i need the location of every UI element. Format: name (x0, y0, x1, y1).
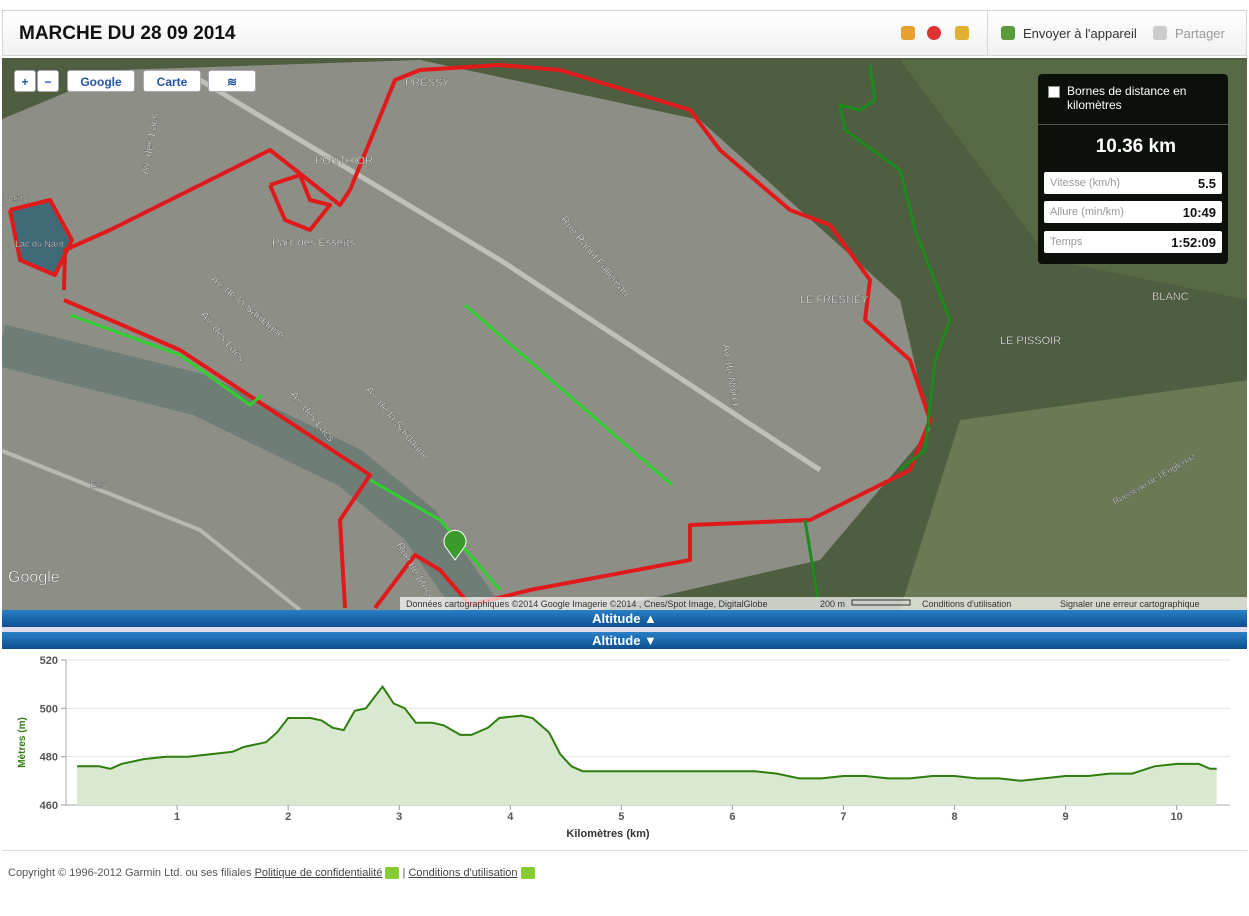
railway (198, 77, 822, 473)
altitude-chart: 460 480 500 520 1 2 3 4 5 6 7 8 9 10 Kilomètres (km) Mè… (17, 655, 1230, 840)
x-tick-label: 2 (285, 811, 291, 823)
x-tick-label: 7 (840, 811, 846, 823)
maptype-select[interactable]: Carte (143, 70, 201, 92)
y-axis-label: Mètres (m) (17, 717, 28, 768)
stat-label: Allure (min/km) (1050, 206, 1124, 218)
map-label: BLANC (1152, 291, 1189, 303)
provider-select[interactable]: Google (67, 70, 135, 92)
x-tick-label: 3 (396, 811, 402, 823)
map-label: Nanty (4, 193, 28, 203)
terms-link[interactable]: Conditions d'utilisation (408, 867, 518, 879)
route-red (8, 198, 74, 277)
link-icon (385, 867, 400, 880)
route-red (63, 298, 372, 609)
google-logo: Google (8, 569, 60, 586)
x-tick-label: 6 (729, 811, 735, 823)
stat-row: Vitesse (km/h) 5.5 (1044, 172, 1222, 194)
urban-area (2, 60, 930, 610)
start-marker[interactable] (443, 529, 467, 561)
altitude-line (77, 684, 1217, 782)
x-tick-label: 1 (174, 811, 180, 823)
scale-label: 200 m (820, 599, 845, 609)
scale-bar (851, 599, 911, 606)
layers-select[interactable]: ≋ (208, 70, 256, 92)
route-red (62, 63, 932, 610)
y-tick-label: 480 (40, 752, 58, 764)
fields (900, 380, 1247, 610)
report-link[interactable]: Signaler une erreur cartographique (1060, 599, 1200, 609)
lake (10, 200, 72, 275)
altitude-toggle[interactable]: Altitude ▲ (2, 610, 1247, 627)
x-tick-label: 8 (951, 811, 957, 823)
divider (1038, 124, 1228, 125)
route-green (369, 478, 502, 591)
terms-link[interactable]: Conditions d'utilisation (922, 599, 1011, 609)
x-tick-label: 5 (618, 811, 624, 823)
footer-divider (2, 850, 1247, 851)
checkbox[interactable] (1048, 86, 1060, 98)
privacy-link[interactable]: Politique de confidentialité (254, 867, 383, 879)
altitude-header[interactable]: Altitude ▼ (2, 632, 1247, 649)
divider (987, 11, 988, 55)
attribution: Données cartographiques ©2014 Google Ima… (406, 599, 767, 609)
y-tick-label: 500 (40, 703, 58, 715)
lock-icon[interactable] (955, 26, 969, 40)
tab-strip (2, 627, 1247, 632)
stat-row: Temps 1:52:09 (1044, 231, 1222, 253)
stat-value: 5.5 (1197, 176, 1216, 191)
separator: | (402, 867, 406, 879)
y-tick-label: 520 (40, 655, 58, 667)
map-label: E25 (90, 480, 106, 490)
distance: 10.36 km (1095, 136, 1176, 157)
zoom-in[interactable]: + (14, 70, 36, 92)
route-green (464, 303, 673, 487)
stat-label: Temps (1050, 236, 1083, 248)
route-red (268, 173, 332, 232)
map-label: Lac du Nant (15, 239, 64, 249)
header: MARCHE DU 28 09 2014 Envoyer à l'apparei… (2, 10, 1247, 56)
stat-label: Vitesse (km/h) (1050, 177, 1121, 189)
stat-row: Allure (min/km) 10:49 (1044, 201, 1222, 223)
stat-value: 1:52:09 (1171, 235, 1216, 250)
copyright: Copyright © 1996-2012 Garmin Ltd. ou ses… (8, 867, 252, 879)
delete-icon[interactable] (927, 26, 941, 40)
route-green (69, 313, 263, 407)
x-tick-label: 4 (507, 811, 514, 823)
route-green (803, 519, 820, 601)
send-icon (1001, 26, 1015, 40)
map-label: LE PISSOIR (1000, 335, 1061, 347)
map-label: LE FRESNEY (800, 294, 869, 306)
river (2, 324, 498, 610)
stats-panel: Bornes de distance en kilomètres 10.36 k… (1038, 74, 1228, 264)
footer: Copyright © 1996-2012 Garmin Ltd. ou ses… (8, 867, 535, 880)
highway (2, 448, 302, 610)
link-icon (520, 867, 535, 880)
share[interactable]: Partager (1175, 26, 1225, 41)
edit-icon[interactable] (901, 26, 915, 40)
attribution-bg (400, 597, 1247, 610)
route-green (838, 64, 952, 472)
x-axis-label: Kilomètres (km) (566, 828, 649, 840)
map-label: PONTHIOR (315, 155, 373, 167)
send-to-device[interactable]: Envoyer à l'appareil (1023, 26, 1137, 41)
altitude-area (77, 686, 1217, 805)
zoom-out[interactable]: − (37, 70, 59, 92)
map-label: PRESSY (405, 77, 450, 89)
x-tick-label: 9 (1063, 811, 1069, 823)
map-label: Parc des Esserts (272, 237, 356, 249)
y-tick-label: 460 (40, 800, 58, 812)
activity-title: MARCHE DU 28 09 2014 (19, 23, 236, 44)
share-icon (1153, 26, 1167, 40)
x-tick-label: 10 (1171, 811, 1183, 823)
checkbox-label: Bornes de distance en kilomètres (1067, 84, 1187, 112)
stat-value: 10:49 (1182, 205, 1216, 220)
